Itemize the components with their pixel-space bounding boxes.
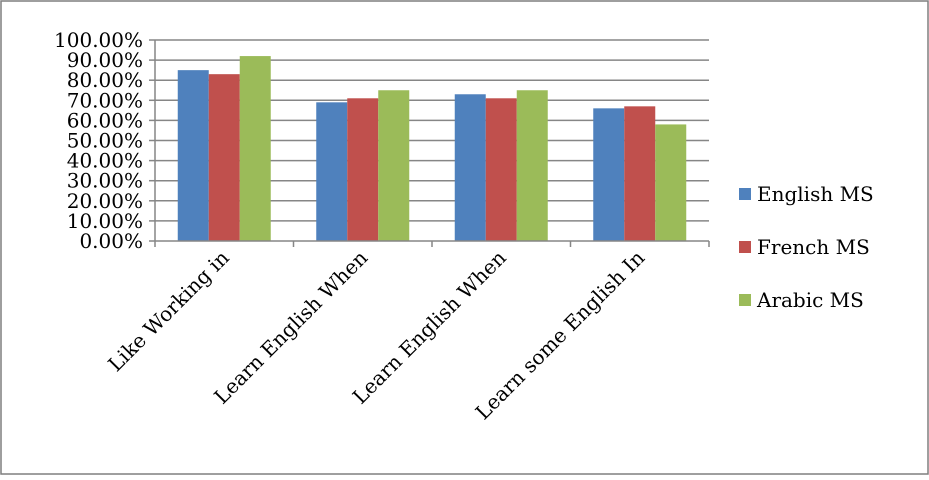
- bars: [177, 56, 687, 242]
- bar-english-ms: [454, 94, 486, 242]
- bar-arabic-ms: [655, 124, 687, 241]
- bar-arabic-ms: [516, 90, 548, 241]
- bar-arabic-ms: [239, 56, 271, 241]
- bar-french-ms: [624, 106, 656, 241]
- y-tick-label: 30.00%: [67, 169, 143, 193]
- bar-french-ms: [485, 98, 517, 241]
- bar-arabic-ms: [378, 90, 410, 241]
- bar-french-ms: [347, 98, 379, 241]
- y-tick-label: 70.00%: [67, 88, 143, 112]
- legend: English MS French MS Arabic MS: [739, 182, 874, 312]
- y-tick-label: 0.00%: [79, 229, 143, 253]
- legend-label: English MS: [757, 182, 874, 206]
- legend-label: French MS: [757, 235, 870, 259]
- y-tick-label: 80.00%: [67, 68, 143, 92]
- axes: [149, 39, 710, 247]
- y-tick-label: 90.00%: [67, 48, 143, 72]
- bar-english-ms: [593, 108, 625, 241]
- bar-french-ms: [208, 74, 240, 241]
- bar-english-ms: [177, 70, 209, 242]
- y-tick-label: 40.00%: [67, 149, 143, 173]
- y-tick-label: 10.00%: [67, 209, 143, 233]
- legend-swatch: [739, 294, 751, 306]
- y-tick-label: 50.00%: [67, 129, 143, 153]
- y-tick-label: 60.00%: [67, 108, 143, 132]
- bar-english-ms: [316, 102, 348, 241]
- legend-swatch: [739, 241, 751, 253]
- legend-label: Arabic MS: [756, 288, 864, 312]
- legend-swatch: [739, 188, 751, 200]
- y-tick-label: 20.00%: [67, 189, 143, 213]
- y-tick-label: 100.00%: [54, 28, 143, 52]
- y-axis-tick-labels: 0.00%10.00%20.00%30.00%40.00%50.00%60.00…: [54, 28, 143, 253]
